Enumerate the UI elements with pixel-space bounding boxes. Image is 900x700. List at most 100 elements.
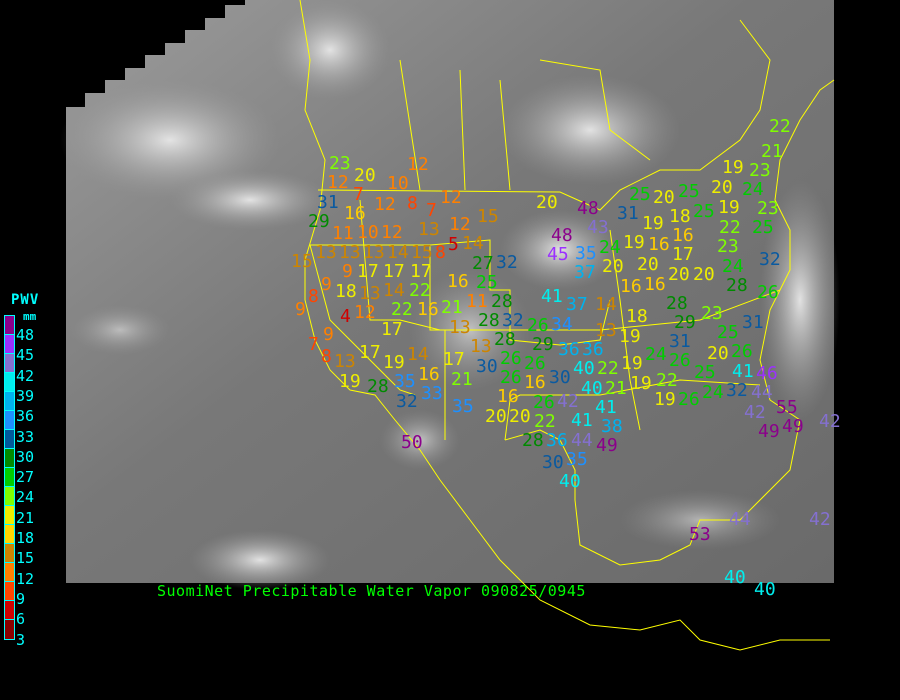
station-pwv-value: 26 — [678, 389, 700, 410]
station-pwv-value: 41 — [595, 397, 617, 418]
station-pwv-value: 16 — [620, 276, 642, 297]
map-caption: SuomiNet Precipitable Water Vapor 090825… — [157, 582, 586, 600]
legend-swatch — [5, 316, 14, 335]
station-pwv-value: 15 — [291, 251, 313, 272]
political-boundaries — [299, 0, 835, 651]
station-pwv-value: 26 — [500, 367, 522, 388]
station-pwv-value: 55 — [776, 397, 798, 418]
station-pwv-value: 8 — [435, 242, 446, 263]
station-pwv-value: 23 — [329, 153, 351, 174]
station-pwv-value: 20 — [653, 187, 675, 208]
station-pwv-value: 22 — [656, 370, 678, 391]
station-pwv-value: 44 — [751, 382, 773, 403]
station-pwv-value: 13 — [470, 336, 492, 357]
legend-label: 45 — [16, 346, 35, 365]
station-pwv-value: 21 — [441, 297, 463, 318]
station-pwv-value: 13 — [334, 351, 356, 372]
station-pwv-value: 23 — [717, 236, 739, 257]
station-pwv-value: 22 — [719, 217, 741, 238]
legend-swatch — [5, 563, 14, 582]
station-pwv-value: 41 — [541, 286, 563, 307]
station-pwv-value: 18 — [335, 281, 357, 302]
legend-title: PWV — [11, 292, 40, 308]
station-pwv-value: 28 — [491, 291, 513, 312]
station-pwv-value: 23 — [749, 160, 771, 181]
station-pwv-value: 14 — [383, 280, 405, 301]
station-pwv-value: 40 — [724, 567, 746, 588]
station-pwv-value: 31 — [669, 331, 691, 352]
station-pwv-value: 26 — [669, 350, 691, 371]
station-pwv-value: 19 — [718, 197, 740, 218]
station-pwv-value: 21 — [605, 378, 627, 399]
station-pwv-value: 20 — [536, 192, 558, 213]
station-pwv-value: 20 — [707, 343, 729, 364]
station-pwv-value: 13 — [339, 242, 361, 263]
station-pwv-value: 20 — [509, 406, 531, 427]
station-pwv-value: 8 — [407, 193, 418, 214]
station-pwv-value: 11 — [332, 223, 354, 244]
legend-label: 39 — [16, 386, 35, 405]
station-pwv-value: 25 — [476, 272, 498, 293]
station-pwv-value: 12 — [327, 172, 349, 193]
station-pwv-value: 21 — [761, 141, 783, 162]
station-pwv-value: 14 — [595, 294, 617, 315]
station-pwv-value: 19 — [621, 353, 643, 374]
legend-label: 18 — [16, 529, 35, 547]
legend-swatch — [5, 468, 14, 487]
station-pwv-value: 19 — [630, 373, 652, 394]
station-pwv-value: 17 — [359, 342, 381, 363]
station-pwv-value: 32 — [759, 249, 781, 270]
station-pwv-value: 16 — [344, 203, 366, 224]
station-pwv-value: 20 — [668, 264, 690, 285]
station-pwv-value: 26 — [500, 348, 522, 369]
legend-swatch — [5, 373, 14, 392]
station-pwv-value: 19 — [619, 326, 641, 347]
station-pwv-value: 20 — [693, 264, 715, 285]
station-pwv-value: 42 — [557, 391, 579, 412]
station-pwv-value: 42 — [819, 411, 841, 432]
station-pwv-value: 29 — [308, 211, 330, 232]
legend-label: 33 — [16, 427, 35, 446]
station-pwv-value: 38 — [601, 416, 623, 437]
legend-label: 27 — [16, 468, 35, 487]
station-pwv-value: 17 — [383, 261, 405, 282]
legend-label: 36 — [16, 407, 35, 426]
station-pwv-value: 31 — [742, 312, 764, 333]
station-pwv-value: 15 — [411, 242, 433, 263]
station-pwv-value: 16 — [644, 274, 666, 295]
station-pwv-value: 16 — [418, 364, 440, 385]
station-pwv-value: 12 — [449, 214, 471, 235]
legend-swatch — [5, 525, 14, 544]
station-pwv-value: 17 — [357, 261, 379, 282]
station-pwv-value: 48 — [551, 225, 573, 246]
station-pwv-value: 14 — [407, 344, 429, 365]
legend-label: 42 — [16, 366, 35, 385]
station-pwv-value: 16 — [524, 372, 546, 393]
station-pwv-value: 24 — [702, 382, 724, 403]
station-pwv-value: 20 — [354, 165, 376, 186]
station-pwv-value: 40 — [754, 579, 776, 600]
station-pwv-value: 46 — [756, 363, 778, 384]
station-pwv-value: 30 — [549, 367, 571, 388]
station-pwv-value: 12 — [374, 194, 396, 215]
station-pwv-value: 34 — [551, 314, 573, 335]
station-pwv-value: 25 — [752, 217, 774, 238]
station-pwv-value: 25 — [694, 362, 716, 383]
station-pwv-value: 22 — [534, 411, 556, 432]
station-pwv-value: 9 — [323, 324, 334, 345]
station-pwv-value: 22 — [769, 116, 791, 137]
station-pwv-value: 12 — [440, 187, 462, 208]
station-pwv-value: 12 — [381, 222, 403, 243]
station-pwv-value: 32 — [726, 380, 748, 401]
station-pwv-value: 41 — [571, 410, 593, 431]
station-pwv-value: 16 — [672, 225, 694, 246]
station-pwv-value: 13 — [359, 283, 381, 304]
station-pwv-value: 16 — [648, 234, 670, 255]
legend-label: 6 — [16, 610, 26, 629]
station-pwv-value: 26 — [524, 353, 546, 374]
station-pwv-value: 22 — [391, 299, 413, 320]
station-pwv-value: 36 — [558, 339, 580, 360]
legend-swatch — [5, 601, 14, 620]
station-pwv-value: 18 — [626, 306, 648, 327]
